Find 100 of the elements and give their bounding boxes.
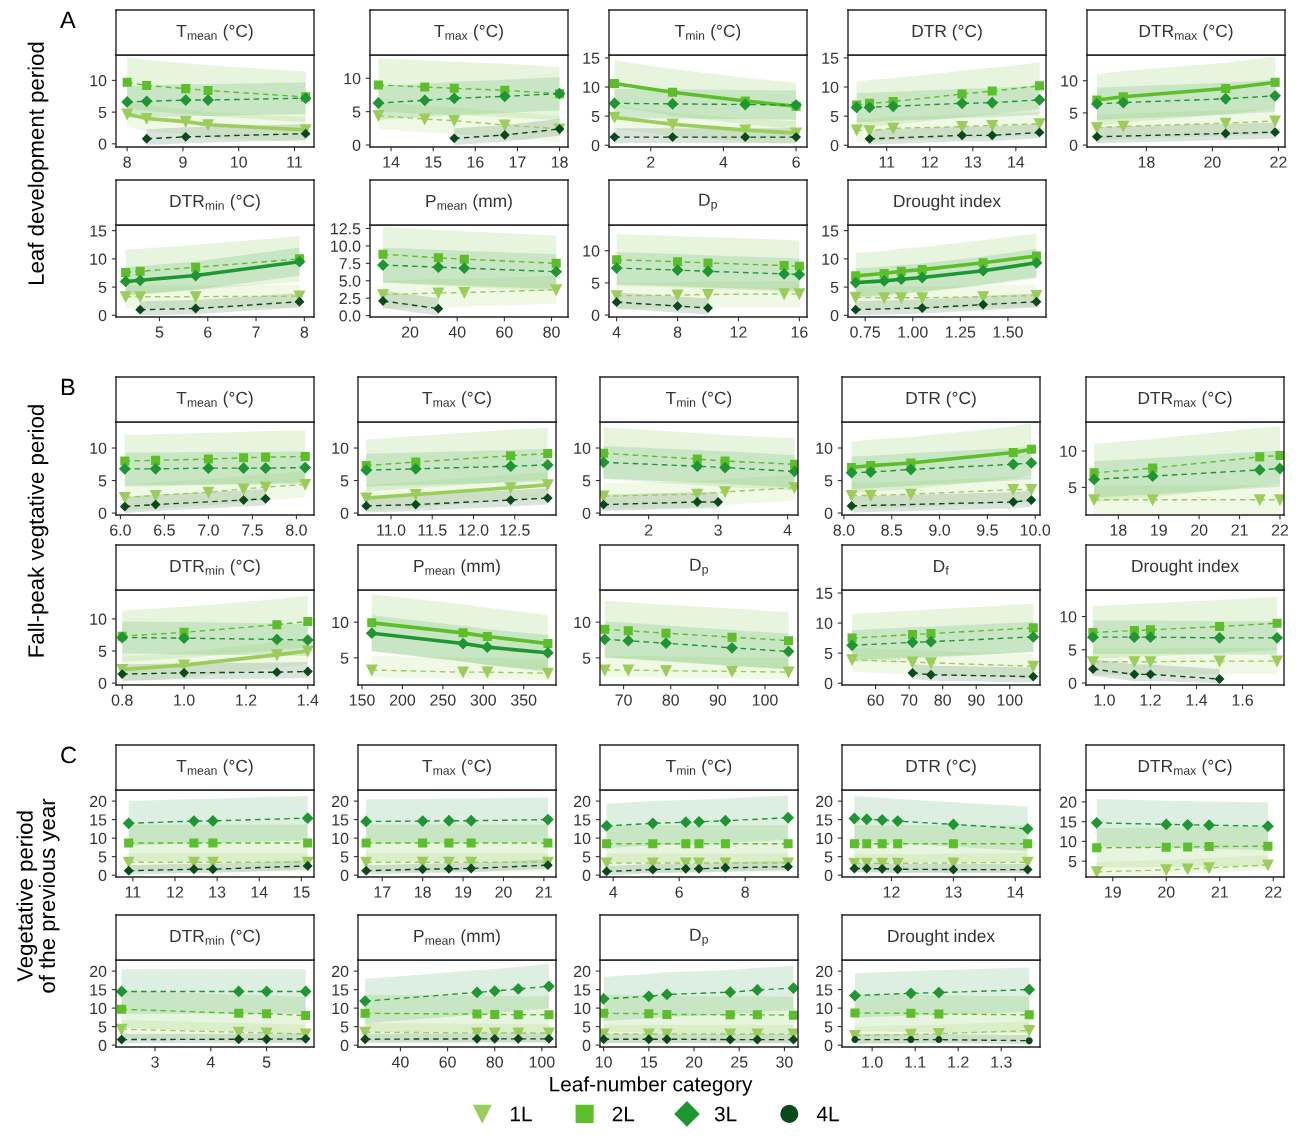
x-tick-label: 7.0 <box>198 524 219 536</box>
chart-title: T$_{mean}$ (°C) <box>176 759 253 776</box>
x-tick-label: 90 <box>709 694 727 706</box>
x-tick-label: 20 <box>685 1056 703 1068</box>
text: A <box>60 11 76 29</box>
y-tick-label: 10 <box>574 442 591 454</box>
y-tick-label: 2.5 <box>339 292 361 305</box>
x-tick-label: 11 <box>879 156 895 168</box>
legend-label: 2L <box>612 1106 635 1122</box>
y-tick-label: 5 <box>830 110 839 123</box>
y-tick-label: 5 <box>1069 107 1078 119</box>
x-tick-label: 250 <box>430 694 456 706</box>
y-tick-label: 0 <box>582 1039 591 1052</box>
x-tick-label: 20 <box>401 326 419 338</box>
x-tick-label: 6 <box>204 326 212 338</box>
chart-title: DTR$_{min}$ (°C) <box>170 559 260 576</box>
x-tick-label: 100 <box>529 1056 555 1068</box>
x-tick-label: 4 <box>612 326 621 338</box>
y-tick-label: 15 <box>822 52 839 64</box>
x-tick-label: 8.0 <box>285 524 307 536</box>
y-tick-label: 10 <box>344 72 361 85</box>
x-tick-label: 1.3 <box>991 1056 1012 1068</box>
text: C <box>61 746 77 764</box>
y-tick-label: 5 <box>582 652 591 664</box>
x-tick-label: 6.0 <box>110 524 131 536</box>
y-tick-label: 15 <box>816 587 833 599</box>
y-tick-label: 10 <box>90 75 107 87</box>
x-tick-label: 1.50 <box>993 326 1023 338</box>
y-tick-label: 20 <box>1060 796 1077 808</box>
y-tick-label: 10 <box>90 253 107 265</box>
chart-title: DTR (°C) <box>906 759 976 776</box>
x-tick-label: 11.0 <box>377 524 406 536</box>
chart-title: P$_{mean}$ (mm) <box>426 194 512 211</box>
x-tick-label: 80 <box>543 326 560 338</box>
y-tick-label: 20 <box>816 795 833 808</box>
x-tick-label: 12 <box>883 886 900 898</box>
chart-title: D$_{p}$ <box>699 193 717 212</box>
x-tick-label: 8 <box>741 886 749 898</box>
x-tick-label: 1.4 <box>1186 694 1208 706</box>
y-tick-label: 5 <box>98 645 107 657</box>
x-tick-label: 9.5 <box>977 524 998 536</box>
x-tick-label: 19 <box>455 886 472 898</box>
x-tick-label: 9.0 <box>929 524 951 536</box>
y-tick-label: 0 <box>98 1039 107 1052</box>
x-tick-label: 7 <box>252 326 260 338</box>
x-tick-label: 200 <box>389 694 416 706</box>
x-tick-label: 8.0 <box>833 524 855 536</box>
y-tick-label: 0 <box>98 138 107 150</box>
x-tick-label: 12 <box>922 156 938 168</box>
y-tick-label: 0 <box>830 309 839 322</box>
chart-title: DTR (°C) <box>912 24 982 41</box>
y-tick-label: 10 <box>822 253 839 265</box>
x-tick-label: 13 <box>965 156 982 168</box>
y-tick-label: 12.5 <box>331 223 361 235</box>
y-tick-label: 20 <box>90 965 107 978</box>
y-tick-label: 20 <box>90 795 107 808</box>
y-tick-label: 15 <box>816 984 833 996</box>
x-tick-label: 20 <box>1191 524 1208 536</box>
y-tick-label: 20 <box>574 795 591 808</box>
x-tick-label: 80 <box>934 694 951 706</box>
chart-title: DTR$_{max}$ (°C) <box>1139 24 1233 41</box>
x-tick-label: 70 <box>615 694 632 706</box>
y-tick-label: 15 <box>90 984 107 996</box>
x-tick-label: 60 <box>439 1056 456 1068</box>
x-tick-label: 4 <box>609 886 618 898</box>
chart-title: T$_{min}$ (°C) <box>665 759 732 776</box>
x-tick-label: 22 <box>1265 886 1282 898</box>
y-tick-label: 0 <box>98 677 107 690</box>
y-tick-label: 5 <box>98 851 107 863</box>
x-tick-label: 1.6 <box>1232 694 1253 706</box>
x-tick-label: 6.5 <box>154 524 175 536</box>
y-tick-label: 0 <box>582 507 591 519</box>
x-tick-label: 19 <box>1151 524 1167 536</box>
y-tick-label: 0.0 <box>339 310 361 322</box>
x-tick-label: 10 <box>231 156 247 168</box>
y-tick-label: 0 <box>98 869 107 882</box>
x-tick-label: 4 <box>719 156 728 168</box>
y-tick-label: 5 <box>340 1021 349 1033</box>
x-tick-label: 19 <box>1105 886 1121 898</box>
y-tick-label: 5 <box>98 106 107 119</box>
x-tick-label: 3 <box>151 1056 159 1068</box>
legend-label: 4L <box>816 1106 839 1122</box>
y-tick-label: 10 <box>90 1002 107 1015</box>
y-tick-label: 10 <box>822 81 839 93</box>
x-tick-label: 1.2 <box>236 694 257 706</box>
y-tick-label: 5 <box>582 1021 591 1033</box>
chart-title: DTR$_{max}$ (°C) <box>1138 391 1232 408</box>
y-tick-label: 0 <box>352 139 361 151</box>
x-tick-label: 1.4 <box>297 694 319 706</box>
y-tick-label: 15 <box>574 984 591 996</box>
x-tick-label: 21 <box>1231 524 1248 536</box>
x-tick-label: 350 <box>510 694 537 706</box>
x-tick-label: 21 <box>1211 886 1228 898</box>
y-tick-label: 0 <box>830 139 839 152</box>
x-tick-label: 17 <box>374 886 391 898</box>
y-tick-label: 10 <box>1060 445 1077 458</box>
x-tick-label: 22 <box>1271 524 1289 536</box>
y-tick-label: 10 <box>90 832 107 845</box>
chart-title: T$_{max}$ (°C) <box>422 391 491 408</box>
y-tick-label: 10 <box>90 613 107 625</box>
